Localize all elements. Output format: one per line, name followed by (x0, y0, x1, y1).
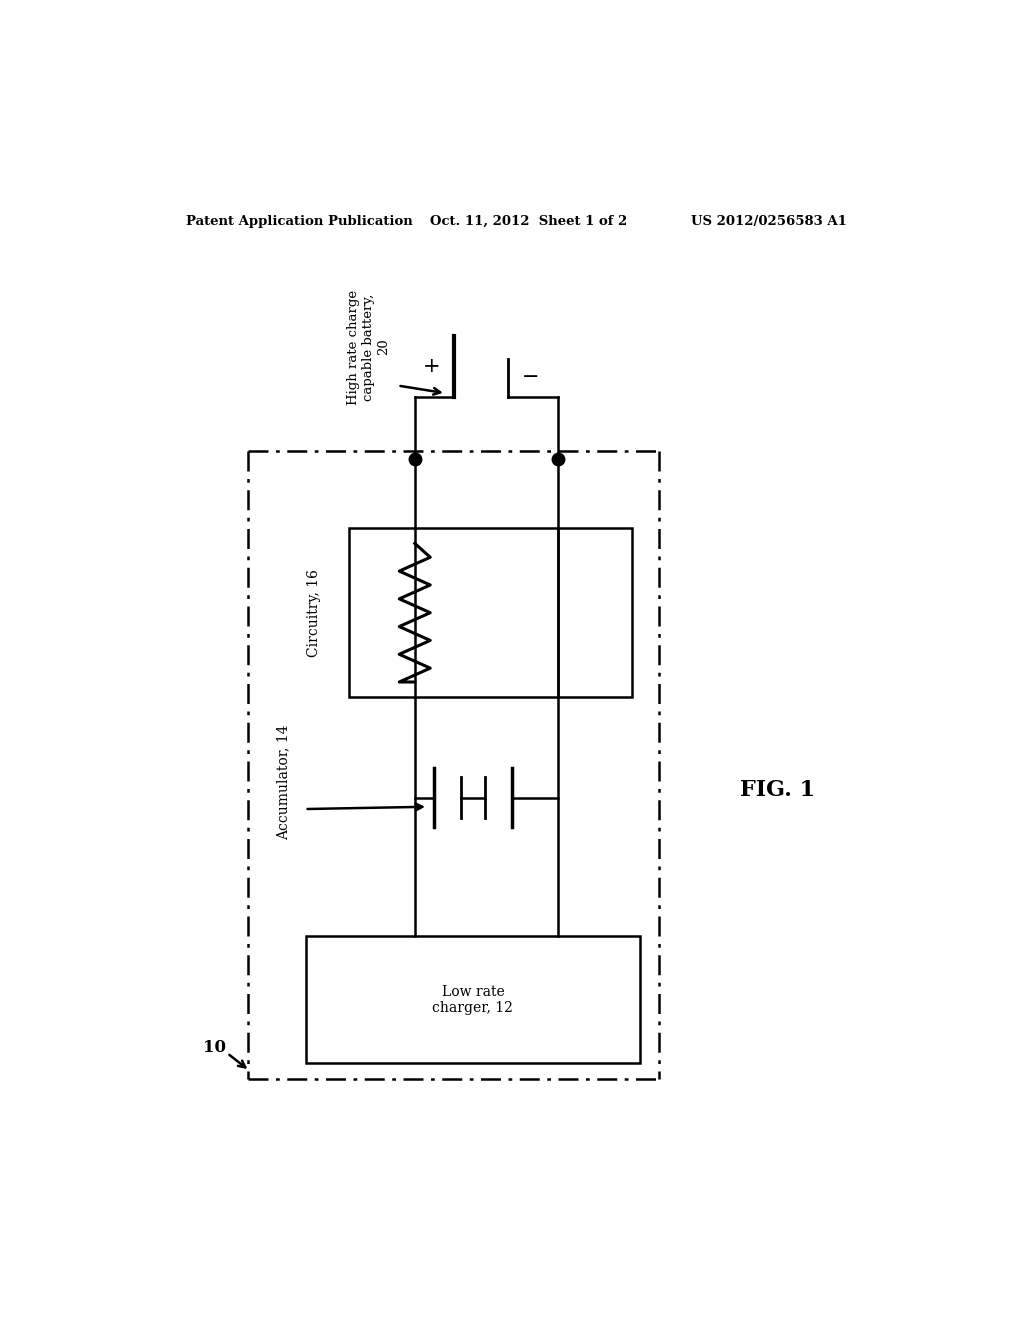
Text: Patent Application Publication: Patent Application Publication (186, 215, 413, 228)
Text: −: − (522, 368, 540, 387)
Text: Oct. 11, 2012  Sheet 1 of 2: Oct. 11, 2012 Sheet 1 of 2 (430, 215, 628, 228)
Text: Low rate
charger, 12: Low rate charger, 12 (432, 985, 513, 1015)
Text: Accumulator, 14: Accumulator, 14 (276, 725, 290, 840)
Text: Circuitry, 16: Circuitry, 16 (307, 569, 321, 656)
Text: High rate charge
capable battery,
20: High rate charge capable battery, 20 (347, 289, 390, 405)
Text: +: + (423, 356, 440, 376)
Bar (306, 936, 640, 1063)
Text: 10: 10 (204, 1039, 226, 1056)
Text: US 2012/0256583 A1: US 2012/0256583 A1 (690, 215, 847, 228)
Text: FIG. 1: FIG. 1 (740, 779, 815, 801)
Bar (349, 528, 632, 697)
